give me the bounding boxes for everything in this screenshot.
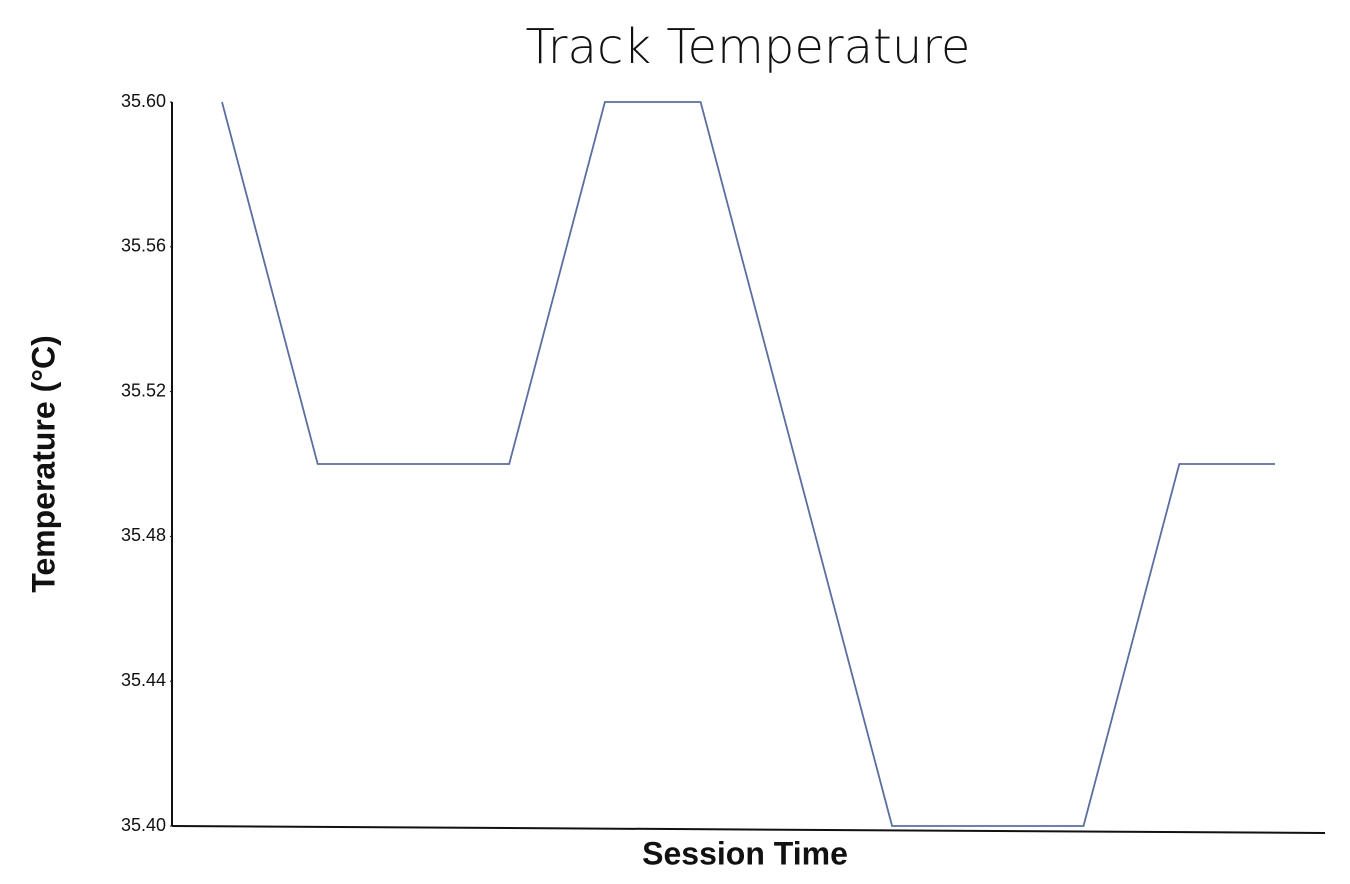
y-tick-label: 35.60 <box>121 91 166 111</box>
y-axis-label: Temperature (°C) <box>25 335 61 593</box>
y-tick-label: 35.40 <box>121 815 166 835</box>
y-tick-label: 35.48 <box>121 525 166 545</box>
x-axis <box>171 825 1326 834</box>
y-tick-label: 35.56 <box>121 236 166 256</box>
chart-title: Track Temperature <box>526 19 971 75</box>
data-line <box>221 101 1275 827</box>
y-tick-label: 35.52 <box>121 380 166 400</box>
x-axis-label: Session Time <box>642 835 848 871</box>
y-tick-label: 35.44 <box>121 670 166 690</box>
